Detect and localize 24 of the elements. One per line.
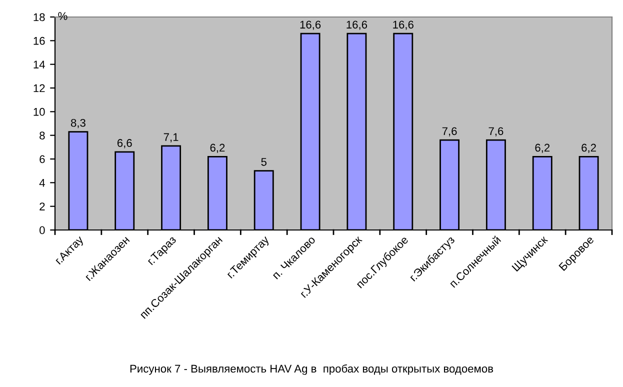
y-tick-label: 10 bbox=[34, 108, 45, 116]
data-label: 7,1 bbox=[164, 133, 178, 142]
data-label: 7,6 bbox=[442, 127, 457, 136]
y-tick-label: 2 bbox=[40, 202, 45, 210]
data-label: 7,6 bbox=[488, 127, 504, 136]
y-tick-label: 18 bbox=[34, 13, 45, 22]
y-tick-label: 12 bbox=[34, 84, 45, 92]
data-label: 6,2 bbox=[582, 144, 596, 153]
y-tick-label: 16 bbox=[34, 36, 45, 45]
y-axis-title: % bbox=[58, 12, 68, 20]
y-tick-label: 4 bbox=[39, 179, 45, 187]
data-label: 6,6 bbox=[117, 139, 132, 148]
data-label: 5 bbox=[261, 158, 266, 166]
data-label: 8,3 bbox=[70, 118, 86, 128]
data-label: 16,6 bbox=[346, 20, 368, 30]
data-label: 6,2 bbox=[535, 144, 550, 153]
y-tick-label: 8 bbox=[40, 132, 45, 140]
y-tick-label: 0 bbox=[40, 226, 45, 234]
data-label: 16,6 bbox=[393, 20, 414, 30]
y-tick-label: 14 bbox=[34, 60, 45, 68]
y-tick-label: 6 bbox=[40, 155, 45, 164]
data-label: 6,2 bbox=[210, 144, 225, 153]
text: Рисунок 7 - Выявляемость HAV Ag в пробах воды открытых водоемов bbox=[130, 364, 494, 375]
data-label: 16,6 bbox=[300, 20, 321, 30]
